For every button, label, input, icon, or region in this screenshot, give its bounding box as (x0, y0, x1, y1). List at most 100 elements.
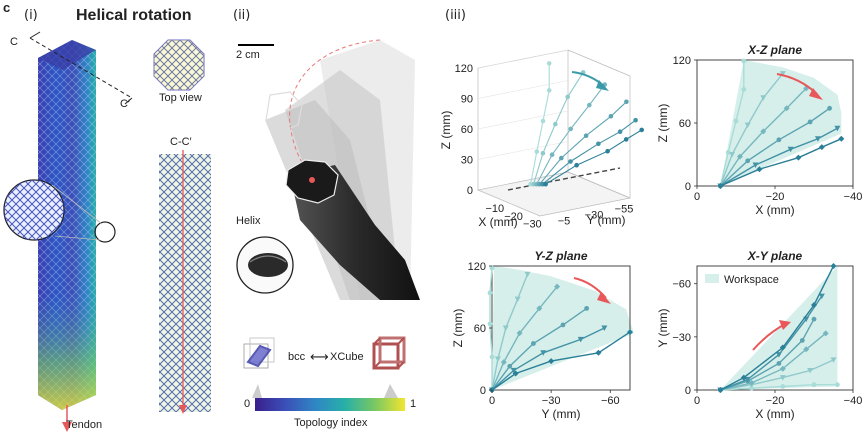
trajectory-point (553, 121, 558, 127)
trajectory-point (568, 126, 573, 132)
tendon-label: Tendon (66, 419, 103, 431)
data-point (531, 341, 536, 346)
legend-swatch (705, 274, 719, 283)
trajectory-point (605, 148, 610, 154)
rotation-arrow-head (596, 80, 609, 91)
z-tick-label: 60 (461, 124, 473, 136)
data-point (514, 296, 521, 303)
trajectory-point (540, 118, 546, 124)
data-point (803, 346, 810, 353)
scale-bar-label: 2 cm (236, 49, 260, 61)
grid-line (477, 49, 569, 69)
trajectory-point (639, 127, 644, 133)
trajectory-point (623, 137, 629, 142)
data-point (822, 330, 829, 337)
data-point (748, 379, 755, 386)
data-point (814, 136, 821, 142)
data-point (500, 359, 507, 366)
data-point (803, 85, 810, 92)
data-point (548, 358, 555, 365)
x-axis-label: X (mm) (755, 203, 794, 217)
panel-c-label: c (3, 0, 11, 15)
panel-i-label: (i) (24, 8, 38, 23)
grid-line (477, 110, 569, 130)
data-point (512, 370, 519, 377)
data-point (560, 322, 566, 328)
section-label: C-C′ (170, 136, 192, 148)
z-tick-label: 30 (461, 155, 473, 167)
trajectory-point (543, 181, 548, 187)
data-point (741, 87, 747, 92)
z-axis-label: Z (mm) (440, 111, 453, 150)
data-point (749, 385, 754, 391)
trajectory-point (624, 99, 629, 105)
data-point (811, 301, 817, 308)
data-point (494, 356, 501, 362)
y-tick-label: −55 (615, 203, 634, 215)
data-point (779, 375, 786, 381)
data-point (489, 354, 495, 360)
data-point (799, 338, 805, 343)
x-axis-label: X (mm) (478, 215, 517, 229)
data-point (510, 367, 517, 374)
trajectory-point (540, 151, 546, 156)
x-tick-label: −20 (766, 395, 785, 407)
data-point (776, 361, 782, 366)
chart-title: X-Z plane (747, 43, 802, 57)
data-point (554, 283, 561, 290)
y-tick-label: −30 (585, 209, 604, 221)
data-point (760, 128, 767, 135)
data-point (717, 387, 724, 393)
data-point (507, 363, 513, 369)
data-point (595, 349, 602, 356)
data-point (838, 135, 845, 142)
panel-ii-label: (ii) (233, 8, 251, 23)
x-tick-label: −10 (485, 203, 504, 215)
data-point (733, 118, 739, 124)
trajectory-point (633, 117, 638, 123)
data-point (729, 152, 736, 158)
colorbar-max: 1 (410, 398, 417, 410)
top-view-label: Top view (159, 92, 202, 104)
topology-colorbar (255, 398, 405, 411)
chart-xy-plane: 0 −20 −40 0 −30 −60 X (mm) Y (mm) X-Y plane Works… (656, 250, 863, 421)
data-point (536, 305, 543, 312)
data-point (830, 357, 837, 363)
data-point (502, 325, 509, 331)
data-point (725, 150, 731, 155)
figure-title: Helical rotation (76, 7, 192, 24)
chart-yz-plane: 0 −30 −60 0 60 120 Y (mm) Z (mm) Y-Z plane (451, 250, 634, 421)
y-tick-label: −30 (672, 332, 691, 344)
data-point (779, 71, 786, 77)
workspace-area (492, 266, 634, 390)
x-tick-label: 0 (694, 191, 700, 203)
trajectory-point (596, 141, 601, 147)
legend-label: Workspace (724, 274, 779, 286)
x-axis-label: Y (mm) (541, 407, 580, 421)
z-tick-label: 0 (467, 185, 473, 197)
bcc-label: bcc (288, 351, 306, 363)
x-tick-label: 0 (489, 395, 495, 407)
data-point (627, 329, 633, 336)
y-tick-label: −60 (672, 279, 691, 291)
y-tick-label: 0 (685, 385, 691, 397)
data-point (741, 58, 747, 64)
trajectory-point (546, 61, 552, 66)
y-tick-label: 120 (673, 55, 691, 67)
data-point (807, 368, 814, 374)
data-point (577, 336, 584, 343)
trajectory-point (568, 159, 573, 164)
z-tick-label: 120 (455, 63, 473, 75)
chart-title: X-Y plane (747, 250, 803, 263)
trajectory-point (608, 114, 614, 119)
rotation-arrow-head (779, 320, 791, 330)
y-tick-label: −5 (558, 215, 571, 227)
section-marker-c-prime: C′ (120, 98, 131, 110)
y-tick-label: 60 (474, 323, 486, 335)
data-point (827, 105, 832, 111)
y-axis-label: Z (mm) (656, 104, 670, 143)
lattice-column-illustration (3, 31, 211, 432)
y-tick-label: 0 (685, 181, 691, 193)
x-tick-label: −40 (844, 395, 863, 407)
x-axis-label: X (mm) (755, 407, 794, 421)
